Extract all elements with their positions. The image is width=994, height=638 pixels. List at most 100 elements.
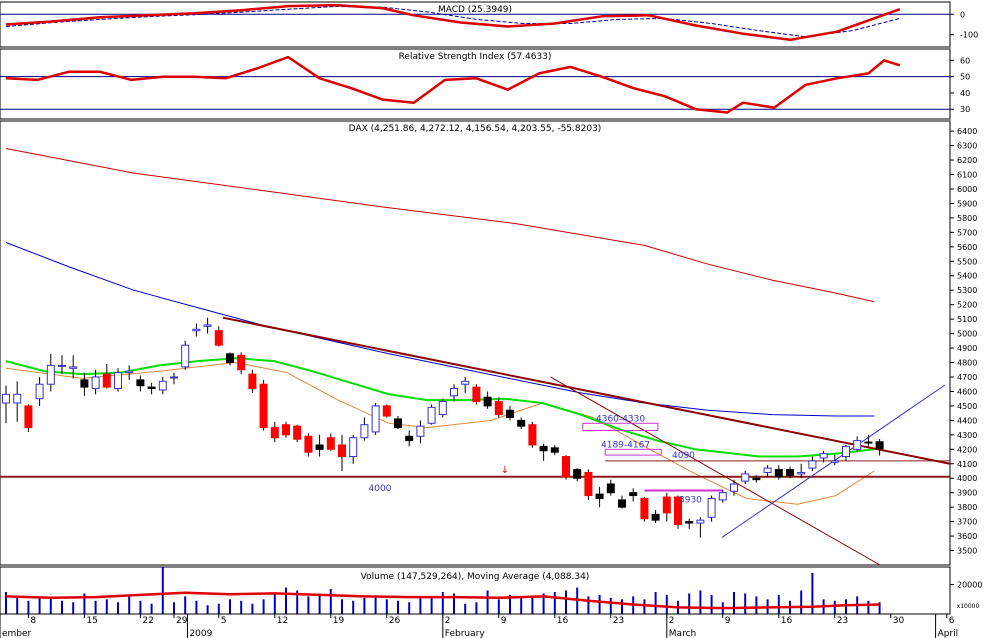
candle-body — [662, 496, 671, 514]
candle — [864, 434, 873, 447]
candle-body — [259, 383, 268, 429]
x-day-label: 9 — [725, 616, 731, 626]
x-month-label: 2009 — [189, 629, 212, 638]
candle — [875, 438, 884, 456]
candle-body — [158, 380, 167, 391]
candle-body — [326, 437, 335, 450]
candle-body — [483, 396, 492, 407]
candle — [797, 463, 806, 479]
x-day-label: 23 — [837, 616, 848, 626]
candle — [102, 363, 111, 389]
candle-body — [315, 444, 324, 450]
candle-body — [248, 373, 257, 390]
candle — [259, 379, 268, 431]
candle-body — [371, 405, 380, 433]
x-day-label: 6 — [949, 616, 955, 626]
candle-body — [35, 383, 44, 400]
x-day-label: 22 — [142, 616, 153, 626]
candle-body — [102, 373, 111, 388]
x-month-label: ember — [2, 629, 32, 638]
candle-body — [573, 469, 582, 479]
candle-body — [875, 441, 884, 450]
volume-tick-label: 20000 — [957, 581, 982, 590]
rsi-tick-label: 60 — [960, 56, 970, 65]
macd-tick-label: -100 — [960, 31, 978, 40]
candle — [651, 510, 660, 524]
x-day-label: 2 — [445, 616, 451, 626]
candle-body — [819, 453, 828, 459]
candle-body — [584, 471, 593, 497]
macd-panel: MACD (25.3949) 0 -100 — [0, 1, 978, 48]
candle-body — [864, 441, 873, 444]
price-tick-label: 3600 — [957, 532, 977, 541]
candle — [438, 398, 447, 418]
price-tick-label: 5500 — [957, 257, 977, 266]
candle-body — [808, 460, 817, 469]
candle — [214, 326, 223, 347]
candle — [640, 497, 649, 522]
candle — [46, 353, 55, 392]
x-day-label: 29 — [176, 616, 188, 626]
zone-upper-box — [582, 422, 659, 431]
candle-body — [360, 424, 369, 439]
candle — [696, 517, 705, 538]
label-zone-lower: 4189-4167 — [601, 440, 650, 450]
candle — [662, 492, 671, 522]
x-day-label: 2 — [669, 616, 675, 626]
zone-lower-box — [604, 448, 662, 456]
volume-label: Volume (147,529,264), Moving Average (4,… — [361, 572, 590, 582]
candle-body — [629, 492, 638, 497]
candle-body — [562, 456, 570, 478]
candle-body — [282, 424, 290, 436]
candle-body — [651, 513, 660, 521]
candle — [394, 416, 402, 430]
candle — [786, 466, 794, 479]
x-month-label: April — [938, 629, 959, 638]
price-tick-label: 3500 — [957, 547, 977, 556]
price-tick-label: 6300 — [957, 142, 977, 151]
x-day-label: 9 — [501, 616, 507, 626]
rsi-tick-label: 30 — [960, 105, 970, 114]
candle — [562, 455, 570, 480]
candle-body — [461, 380, 470, 385]
rsi-tick-label: 50 — [960, 73, 970, 82]
price-label: DAX (4,251.86, 4,272.12, 4,156.54, 4,203… — [349, 124, 602, 134]
candle-body — [13, 393, 22, 404]
macd-frame — [0, 1, 951, 48]
candle — [606, 479, 615, 496]
candle — [674, 495, 682, 529]
label-4000: 4000 — [369, 484, 392, 494]
price-tick-label: 4300 — [957, 431, 977, 440]
candle — [528, 421, 537, 448]
candle-body — [438, 401, 447, 416]
candle — [405, 430, 414, 447]
price-tick-label: 5200 — [957, 301, 977, 310]
candle — [853, 436, 862, 453]
volume-multiplier-label: x10000 — [957, 603, 980, 610]
candle-body — [774, 469, 783, 478]
candle-body — [394, 418, 402, 429]
candle-body — [550, 447, 559, 453]
candle-body — [786, 469, 794, 476]
candle — [192, 323, 201, 337]
candle — [69, 355, 78, 379]
price-tick-label: 3900 — [957, 489, 977, 498]
candle — [360, 417, 369, 441]
price-tick-label: 3700 — [957, 518, 977, 527]
candle — [125, 365, 134, 380]
x-month-label: February — [445, 629, 486, 638]
price-tick-label: 4900 — [957, 344, 977, 353]
candle-body — [136, 379, 145, 387]
candle-body — [595, 493, 604, 499]
candle-body — [170, 376, 178, 379]
macd-label: MACD (25.3949) — [438, 5, 512, 15]
price-tick-label: 4500 — [957, 402, 977, 411]
candle-body — [237, 354, 246, 371]
candle-body — [640, 497, 649, 520]
candle — [573, 468, 582, 482]
candle-body — [214, 330, 223, 346]
label-zone-upper: 4360-4330 — [596, 414, 645, 424]
